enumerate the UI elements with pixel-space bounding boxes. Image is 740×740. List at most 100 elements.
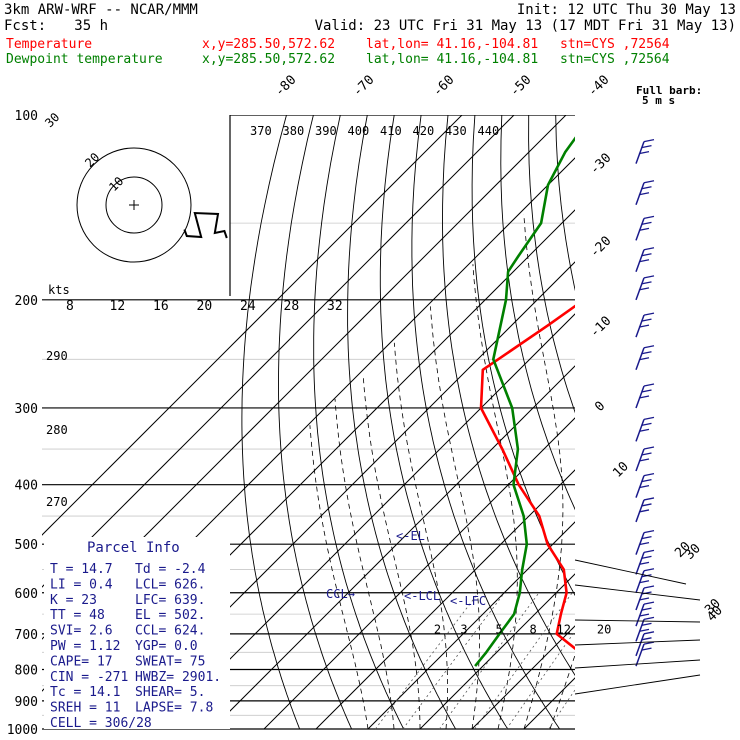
pressure-label-100: 100 xyxy=(15,109,38,124)
dry-adiabat-370 xyxy=(610,115,740,729)
mixing-ratio-label-2: 2 xyxy=(434,622,441,636)
legend-temperature-xy: x,y=285.50,572.62 xyxy=(202,37,335,52)
dry-adiabat-390 xyxy=(663,115,740,729)
wind-barb-260 xyxy=(635,347,645,371)
legend-temperature-station: stn=CYS ,72564 xyxy=(560,37,670,52)
wind-barb-flag-560-2 xyxy=(638,561,650,566)
wind-guide-5 xyxy=(574,674,701,695)
isotherm--20 xyxy=(315,469,575,730)
parcel-row-5-left: PW = 1.12 xyxy=(50,639,120,654)
moist-adiabat-30 xyxy=(576,115,689,729)
wind-barb-flag-260-0 xyxy=(643,345,655,349)
parcel-row-7-left: CIN = -271 xyxy=(50,670,128,685)
dry-adiabat-290 xyxy=(379,115,508,730)
init-time: Init: 12 UTC Thu 30 May 13 xyxy=(517,2,736,18)
level-marker-ccl: CCL→ xyxy=(326,587,355,601)
dry-adiabat-380 xyxy=(636,115,740,729)
wind-barb-flag-230-2 xyxy=(638,324,650,328)
dry-adiabat-330 xyxy=(500,115,575,511)
wind-barb-flag-380-0 xyxy=(643,446,655,450)
pressure-label-600: 600 xyxy=(15,587,38,602)
wind-barb-flag-230-1 xyxy=(641,318,652,322)
parcel-row-2-left: K = 23 xyxy=(50,593,97,608)
speed-tick-16: 16 xyxy=(153,299,169,314)
wind-barb-flag-420-2 xyxy=(638,485,650,489)
parcel-row-10-left: CELL = 306/28 xyxy=(50,716,152,731)
isotherm-label--30: -30 xyxy=(587,151,614,178)
wind-barb-flag-180-2 xyxy=(638,259,650,263)
wind-barb-flag-460-0 xyxy=(643,497,655,501)
parcel-row-8-left: Tc = 14.1 xyxy=(50,685,120,700)
parcel-row-6-left: CAPE= 17 xyxy=(50,654,113,669)
legend-temperature-name: Temperature xyxy=(6,37,92,52)
isotherm-label--70: -70 xyxy=(350,73,377,100)
series-line-temperature xyxy=(479,304,575,651)
wind-barb-230 xyxy=(635,314,645,338)
dry-adiabat-340 xyxy=(528,115,575,414)
wind-barb-680 xyxy=(635,603,645,627)
wind-barb-flag-420-0 xyxy=(643,473,655,477)
dry-adiabat-260 xyxy=(278,115,353,730)
mixing-ratio-label-20: 20 xyxy=(597,622,611,636)
wind-barb-flag-160-1 xyxy=(641,221,652,225)
wind-barb-flag-160-0 xyxy=(643,215,655,219)
wind-barb-790 xyxy=(635,643,645,667)
parcel-row-4-left: SVI= 2.6 xyxy=(50,624,113,639)
isotherm-20 xyxy=(523,677,575,730)
wind-barb-760 xyxy=(635,633,645,657)
wind-barb-flag-120-0 xyxy=(643,138,655,143)
legend-dewpoint-xy: x,y=285.50,572.62 xyxy=(202,52,335,67)
wind-barb-flag-790-1 xyxy=(641,647,652,651)
legend-dewpoint-station: stn=CYS ,72564 xyxy=(560,52,670,67)
speed-tick-12: 12 xyxy=(110,299,126,314)
isotherm--30 xyxy=(263,417,575,730)
theta-label-400: 400 xyxy=(348,124,370,138)
dry-adiabat-250 xyxy=(241,115,301,730)
mixing-ratio-label-8: 8 xyxy=(530,622,537,636)
wind-barb-flag-640-2 xyxy=(638,597,650,601)
pressure-label-1000: 1000 xyxy=(7,723,38,738)
wind-barb-300 xyxy=(635,385,645,409)
wind-guide-4 xyxy=(574,659,701,669)
legend-temperature-latlon: lat,lon= 41.16,-104.81 xyxy=(366,37,538,52)
isotherm--40 xyxy=(211,365,575,730)
isotherm-30 xyxy=(576,115,740,729)
wind-barb-420 xyxy=(635,475,645,498)
isotherm-label--50: -50 xyxy=(507,73,534,100)
wind-barb-flag-680-2 xyxy=(638,613,650,617)
wind-guide-2 xyxy=(574,619,701,623)
mixing-ratio-label-5: 5 xyxy=(496,622,503,636)
dry-adiabat-270 xyxy=(313,115,405,730)
theta-label-430: 430 xyxy=(445,124,467,138)
mixing-ratio-12 xyxy=(506,630,575,730)
parcel-row-3-right: EL = 502. xyxy=(135,608,205,623)
wind-barb-flag-520-2 xyxy=(638,541,650,546)
wind-barb-720 xyxy=(635,619,645,642)
wind-barb-flag-120-1 xyxy=(641,144,652,149)
theta-label-370: 370 xyxy=(250,124,272,138)
isotherm-label-0: 0 xyxy=(592,399,608,415)
wind-barb-160 xyxy=(635,218,645,241)
moist-adiabat-35 xyxy=(602,115,740,729)
pressure-label-500: 500 xyxy=(15,538,38,553)
isotherm-40 xyxy=(628,115,740,729)
theta-label-420: 420 xyxy=(413,124,435,138)
wind-barb-340 xyxy=(635,419,645,442)
wind-barb-flag-230-0 xyxy=(643,312,655,316)
wind-barb-flag-520-1 xyxy=(641,535,652,540)
hodograph-ring-10 xyxy=(105,176,163,234)
wind-full-barb-label: Full barb: xyxy=(636,84,702,97)
pressure-label-700: 700 xyxy=(15,628,38,643)
theta-label-440: 440 xyxy=(478,124,500,138)
wind-barb-flag-260-2 xyxy=(638,357,650,361)
parcel-row-6-right: SWEAT= 75 xyxy=(135,654,205,669)
forecast-label: Fcst: xyxy=(4,18,46,34)
level-marker-el: <-EL xyxy=(396,529,425,543)
wind-barb-180 xyxy=(635,249,645,272)
level-marker-lfc: <-LFC xyxy=(450,594,486,608)
wind-barb-flag-600-2 xyxy=(638,580,650,584)
wind-barb-200 xyxy=(635,277,645,301)
sounding-traces xyxy=(474,136,575,667)
